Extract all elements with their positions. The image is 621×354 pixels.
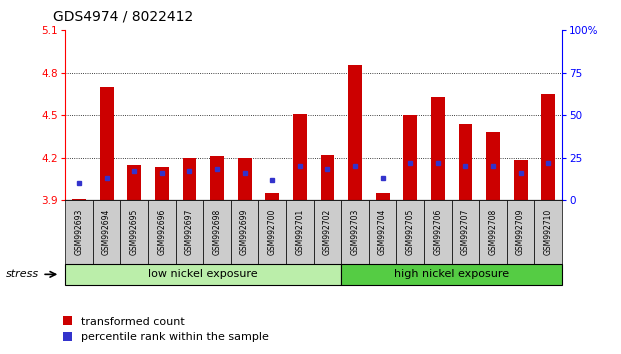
- Text: GSM992700: GSM992700: [268, 209, 277, 255]
- Text: GSM992696: GSM992696: [157, 209, 166, 255]
- Bar: [72, 199, 86, 200]
- Text: GSM992695: GSM992695: [130, 209, 138, 255]
- Text: GSM992710: GSM992710: [544, 209, 553, 255]
- Bar: [403, 115, 417, 200]
- Bar: [100, 87, 114, 200]
- Text: GSM992709: GSM992709: [516, 209, 525, 255]
- Bar: [238, 158, 252, 200]
- Bar: [210, 156, 224, 200]
- Bar: [542, 94, 555, 200]
- Bar: [293, 114, 307, 200]
- Text: stress: stress: [6, 269, 39, 279]
- Text: GSM992705: GSM992705: [406, 209, 415, 255]
- Bar: [458, 124, 473, 200]
- Legend: transformed count, percentile rank within the sample: transformed count, percentile rank withi…: [58, 312, 273, 347]
- Bar: [486, 132, 500, 200]
- Bar: [127, 165, 141, 200]
- Bar: [320, 155, 334, 200]
- Text: GDS4974 / 8022412: GDS4974 / 8022412: [53, 9, 193, 23]
- Text: GSM992708: GSM992708: [489, 209, 497, 255]
- Text: GSM992694: GSM992694: [102, 209, 111, 255]
- Text: GSM992699: GSM992699: [240, 209, 249, 255]
- Text: GSM992702: GSM992702: [323, 209, 332, 255]
- Text: GSM992701: GSM992701: [296, 209, 304, 255]
- Text: GSM992703: GSM992703: [350, 209, 360, 255]
- Text: GSM992697: GSM992697: [185, 209, 194, 255]
- Bar: [376, 193, 389, 200]
- Text: GSM992707: GSM992707: [461, 209, 470, 255]
- Bar: [514, 160, 527, 200]
- Bar: [183, 158, 196, 200]
- Text: GSM992698: GSM992698: [212, 209, 222, 255]
- Text: GSM992693: GSM992693: [75, 209, 83, 255]
- Text: low nickel exposure: low nickel exposure: [148, 269, 258, 279]
- Bar: [155, 167, 169, 200]
- Text: GSM992706: GSM992706: [433, 209, 442, 255]
- Text: GSM992704: GSM992704: [378, 209, 387, 255]
- Bar: [348, 65, 362, 200]
- Text: high nickel exposure: high nickel exposure: [394, 269, 509, 279]
- Bar: [431, 97, 445, 200]
- Bar: [265, 193, 279, 200]
